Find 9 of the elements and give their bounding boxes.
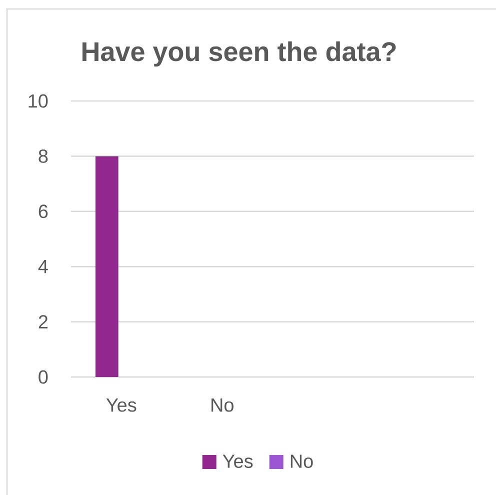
chart-title: Have you seen the data?: [82, 41, 396, 67]
legend-label: Yes: [222, 454, 253, 468]
y-tick-label: 0: [38, 370, 48, 384]
legend-label: No: [290, 454, 313, 468]
y-tick-label: 2: [38, 315, 48, 328]
y-tick-label: 8: [38, 149, 48, 163]
y-tick-label: 4: [38, 260, 48, 274]
y-tick-label: 6: [38, 204, 48, 218]
y-tick-label: 10: [28, 94, 48, 108]
